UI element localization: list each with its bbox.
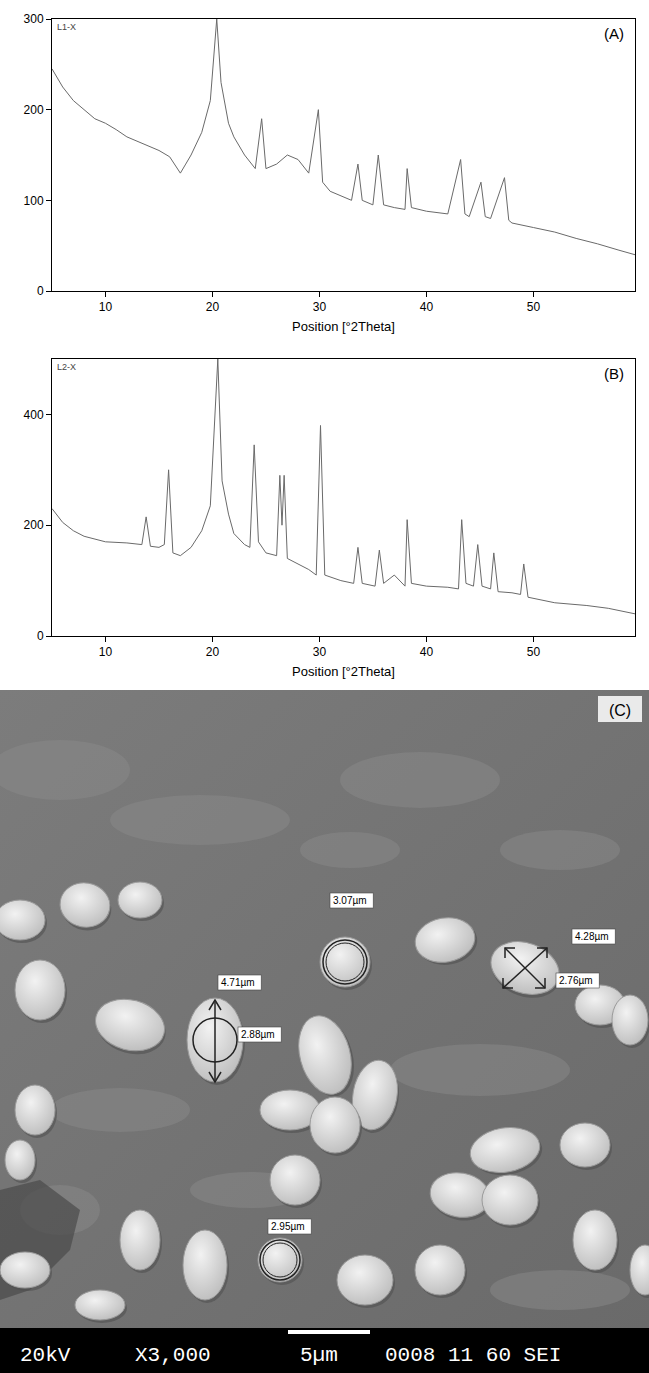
svg-text:20kV: 20kV [20,1344,71,1367]
svg-text:10: 10 [99,645,113,659]
svg-text:(C): (C) [609,702,631,719]
svg-text:3.07µm: 3.07µm [333,895,367,906]
svg-text:0: 0 [37,629,44,643]
svg-text:0: 0 [37,284,44,298]
svg-text:0008 11 60 SEI: 0008 11 60 SEI [385,1344,561,1367]
svg-text:200: 200 [24,518,44,532]
svg-text:X3,000: X3,000 [135,1344,211,1367]
svg-text:(B): (B) [604,365,624,382]
svg-text:Position [°2Theta]: Position [°2Theta] [292,664,395,679]
svg-text:300: 300 [24,12,44,26]
svg-text:(A): (A) [604,25,624,42]
svg-text:Position [°2Theta]: Position [°2Theta] [292,319,395,334]
svg-text:4.71µm: 4.71µm [221,977,255,988]
svg-text:40: 40 [420,300,434,314]
svg-text:40: 40 [420,645,434,659]
svg-text:4.28µm: 4.28µm [575,931,609,942]
svg-text:100: 100 [24,194,44,208]
svg-text:50: 50 [527,300,541,314]
svg-text:5µm: 5µm [300,1344,338,1367]
svg-text:50: 50 [527,645,541,659]
svg-text:30: 30 [313,300,327,314]
svg-text:30: 30 [313,645,327,659]
svg-text:2.95µm: 2.95µm [271,1221,305,1232]
svg-text:400: 400 [24,408,44,422]
svg-text:L2-X: L2-X [57,362,76,372]
svg-text:200: 200 [24,103,44,117]
svg-text:20: 20 [206,300,220,314]
svg-text:20: 20 [206,645,220,659]
svg-text:2.88µm: 2.88µm [241,1029,275,1040]
svg-text:L1-X: L1-X [57,22,76,32]
svg-text:10: 10 [99,300,113,314]
svg-text:2.76µm: 2.76µm [559,975,593,986]
